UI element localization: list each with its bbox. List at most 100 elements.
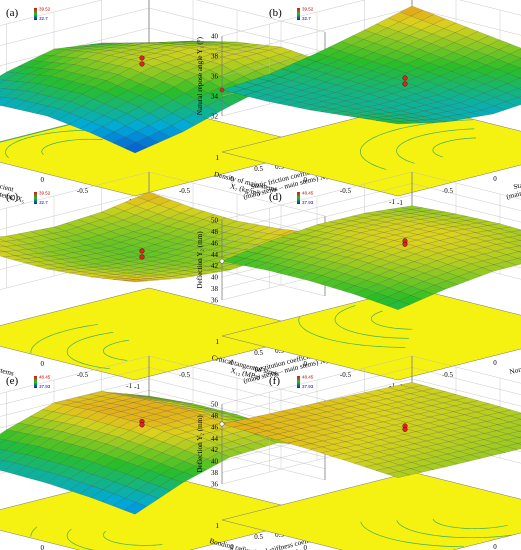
colorbar-min-label: 32.7 <box>39 16 48 21</box>
surface-facet <box>123 502 148 515</box>
contour-line <box>298 316 406 348</box>
colorbar-min-label: 37.93 <box>302 200 314 205</box>
panel-label: (d) <box>269 191 282 203</box>
center-point-marker <box>139 248 145 254</box>
surface-facet <box>0 459 5 464</box>
colorbar-swatch <box>297 192 300 204</box>
contour-line <box>360 521 465 548</box>
surface-facet <box>123 279 147 283</box>
panel-label: (e) <box>6 375 19 387</box>
z-tick-label: 42 <box>211 446 219 454</box>
z-tick-label: 46 <box>211 239 219 247</box>
colorbar-swatch <box>34 376 37 388</box>
center-point-marker <box>402 426 408 432</box>
surface-facet <box>386 471 411 478</box>
x-tick-label: 0 <box>230 543 234 550</box>
x-tick-label: -0.5 <box>179 371 191 379</box>
center-point-marker <box>402 75 408 81</box>
y-tick-label: -0.5 <box>77 371 89 379</box>
y-tick-label: 0.5 <box>0 533 1 541</box>
colorbar: 48.45 37.93 <box>297 191 314 205</box>
z-tick-label: 40 <box>211 33 219 41</box>
contour-line <box>370 310 413 330</box>
y-ticks: -1 -0.5 0 0.5 1 <box>216 338 396 390</box>
z-tick-label: 34 <box>211 93 219 101</box>
center-point-marker <box>402 241 408 247</box>
y-tick-label: -1 <box>389 198 395 206</box>
contour-line <box>66 331 114 370</box>
colorbar: 39.52 32.7 <box>34 191 51 205</box>
colorbar: 48.45 37.93 <box>297 375 314 389</box>
floor-contours <box>298 305 413 348</box>
z-tick-label: 44 <box>211 251 219 259</box>
z-tick-label: 48 <box>211 228 219 236</box>
y-tick-label: -1 <box>389 382 395 390</box>
y-tick-label: 0.5 <box>0 349 1 357</box>
y-tick-label: 0 <box>41 176 45 184</box>
edge-point-marker <box>219 421 225 427</box>
y-tick-label: 0.5 <box>0 165 1 173</box>
contour-line <box>396 520 513 539</box>
floor-contours <box>30 324 130 370</box>
y-tick-label: 0.5 <box>254 165 263 173</box>
surface-facet <box>517 442 521 445</box>
y-tick-label: 0 <box>41 544 45 550</box>
colorbar: 48.45 37.93 <box>34 375 51 389</box>
x-tick-label: 0 <box>230 175 234 183</box>
surface-facet <box>386 300 411 310</box>
x-tick-label: 0 <box>493 543 497 550</box>
x-tick-label: 0.5 <box>275 163 284 171</box>
y-axis-title: Bonding radius X₁₃ (mm) <box>0 537 20 550</box>
contour-floor <box>0 287 326 381</box>
floor-contours <box>360 518 513 548</box>
y-tick-label: 1 <box>216 154 220 162</box>
colorbar-max-label: 48.45 <box>39 375 51 380</box>
response-surface <box>221 205 521 310</box>
contour-line <box>30 324 98 354</box>
z-tick-label: 44 <box>211 435 219 443</box>
y-tick-label: -0.5 <box>340 187 352 195</box>
x-tick-label: 0.5 <box>275 531 284 539</box>
x-tick-label: -0.5 <box>442 187 454 195</box>
contour-line <box>360 119 473 170</box>
z-axis-title: Deflection Y₂ (mm) <box>196 231 204 289</box>
edge-point-marker <box>219 87 225 93</box>
x-ticks: -1-0.500.51 <box>493 543 497 550</box>
center-point-marker <box>139 422 145 428</box>
floor-contours <box>360 119 477 170</box>
x-tick-label: -1 <box>134 383 140 391</box>
z-axis-title: Deflection Y₂ (mm) <box>196 415 204 473</box>
contour-line <box>103 531 163 546</box>
colorbar-swatch <box>297 376 300 388</box>
surface-facet <box>0 250 4 253</box>
response-surface <box>221 5 521 125</box>
x-axis-title: Normal stiffness coefficient <box>509 349 521 376</box>
colorbar: 39.52 32.7 <box>34 7 51 21</box>
panel-label: (f) <box>269 375 280 387</box>
x-tick-label: -0.5 <box>179 187 191 195</box>
colorbar-max-label: 39.52 <box>39 7 51 12</box>
colorbar: 39.52 32.7 <box>297 7 314 21</box>
contour-line <box>334 305 409 339</box>
colorbar-min-label: 37.93 <box>302 384 314 389</box>
center-point-marker <box>139 254 145 260</box>
design-points <box>219 238 408 264</box>
z-tick-label: 50 <box>211 217 219 225</box>
colorbar-swatch <box>34 192 37 204</box>
surface-facet <box>517 96 521 100</box>
y-tick-label: -0.5 <box>340 371 352 379</box>
y-ticks: -1 -0.5 0 0.5 1 <box>216 154 396 206</box>
x-ticks: -1-0.500.51 <box>397 175 497 207</box>
y-tick-label: -1 <box>126 382 132 390</box>
y-tick-label: 0 <box>304 176 308 184</box>
surface-facet <box>518 87 521 90</box>
contour-line <box>432 137 477 158</box>
x-axis-title: Static friction coefficient <box>513 166 521 191</box>
x-tick-label: -0.5 <box>442 371 454 379</box>
z-tick-label: 32 <box>211 113 219 121</box>
x-tick-label: 0 <box>493 175 497 183</box>
x-axis-title: Critical tangential stress <box>514 534 521 550</box>
y-tick-label: 0 <box>304 544 308 550</box>
